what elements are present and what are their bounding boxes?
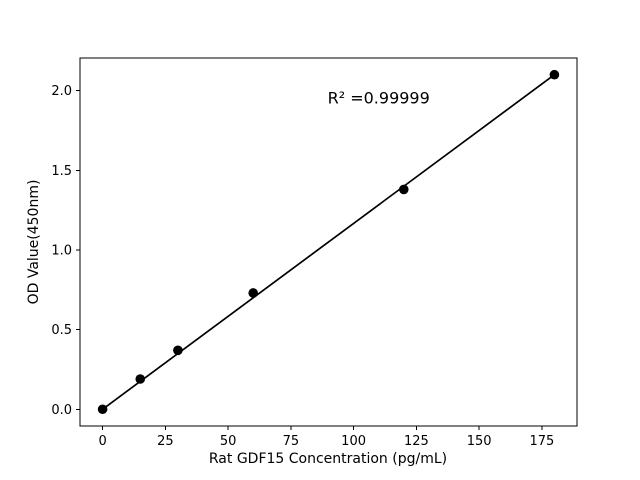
y-tick-label: 1.5 <box>51 164 72 179</box>
x-tick-label: 175 <box>529 434 554 449</box>
x-tick-label: 150 <box>467 434 492 449</box>
x-tick-label: 25 <box>157 434 174 449</box>
plot-frame <box>79 57 578 427</box>
y-axis-tick-labels: 0.0 0.5 1.0 1.5 2.0 <box>51 84 72 418</box>
y-axis-label: OD Value(450nm) <box>26 180 42 305</box>
data-point <box>399 184 409 195</box>
r-squared-annotation: R² =0.99999 <box>328 88 430 107</box>
data-point <box>549 69 560 80</box>
x-tick-label: 0 <box>98 434 106 449</box>
data-point <box>173 345 183 356</box>
y-tick-label: 0.0 <box>51 403 72 418</box>
data-series-layer <box>97 69 560 415</box>
x-tick-label: 125 <box>404 434 429 449</box>
x-tick-label: 100 <box>341 434 366 449</box>
y-tick-label: 2.0 <box>51 84 72 99</box>
x-tick-label: 75 <box>283 434 300 449</box>
x-tick-label: 50 <box>220 434 237 449</box>
y-tick-label: 0.5 <box>51 323 72 338</box>
fit-line <box>101 73 556 411</box>
y-tick-label: 1.0 <box>51 243 72 258</box>
data-point <box>97 404 108 415</box>
x-axis-ticks <box>102 426 543 430</box>
x-axis-tick-labels: 0 25 50 75 100 125 150 175 <box>98 434 554 449</box>
y-axis-ticks <box>76 90 80 410</box>
x-axis-label: Rat GDF15 Concentration (pg/mL) <box>209 451 447 467</box>
data-point <box>248 288 258 298</box>
data-point <box>135 374 146 384</box>
